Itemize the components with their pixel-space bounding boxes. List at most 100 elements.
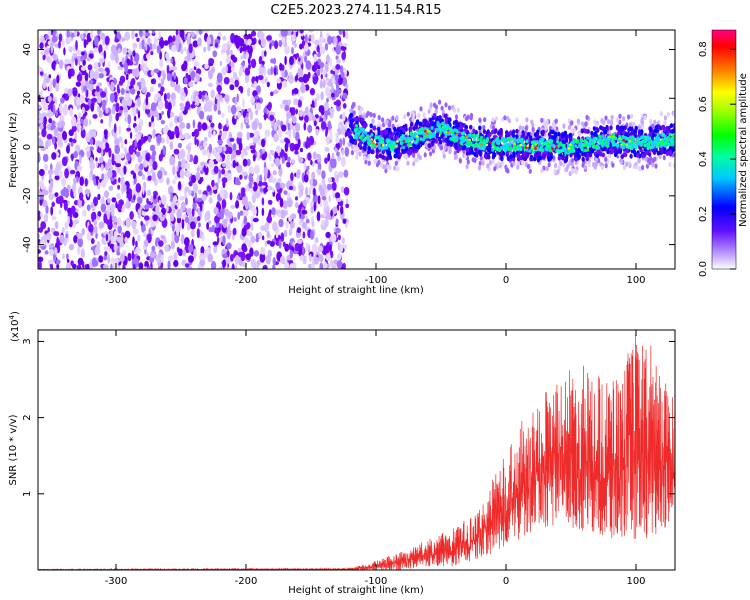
signal-core-blob bbox=[533, 152, 538, 158]
signal-core-blob bbox=[470, 150, 474, 155]
signal-peak-blob bbox=[461, 135, 465, 139]
noise-blob bbox=[241, 227, 247, 237]
noise-blob bbox=[104, 142, 110, 153]
signal-halo-blob bbox=[638, 166, 642, 172]
noise-blob bbox=[231, 263, 235, 269]
noise-blob bbox=[193, 155, 199, 165]
noise-blob bbox=[293, 87, 299, 95]
noise-blob bbox=[239, 210, 244, 216]
noise-blob bbox=[152, 214, 158, 222]
noise-blob bbox=[203, 103, 209, 113]
signal-halo-blob bbox=[571, 168, 575, 174]
signal-core-blob bbox=[554, 133, 558, 139]
noise-blob bbox=[97, 67, 104, 73]
noise-blob bbox=[95, 160, 99, 168]
noise-blob bbox=[263, 112, 267, 121]
noise-blob bbox=[250, 30, 257, 37]
noise-blob bbox=[311, 243, 318, 254]
noise-blob bbox=[203, 30, 210, 33]
noise-blob bbox=[221, 99, 224, 104]
noise-blob bbox=[289, 124, 295, 130]
signal-core-blob bbox=[613, 152, 618, 158]
noise-blob bbox=[207, 253, 213, 263]
noise-blob bbox=[287, 192, 291, 199]
noise-blob bbox=[303, 256, 307, 262]
noise-blob bbox=[178, 160, 182, 168]
signal-halo-blob bbox=[544, 125, 548, 131]
noise-blob bbox=[135, 84, 138, 92]
noise-blob bbox=[91, 97, 98, 103]
signal-core-blob bbox=[443, 113, 448, 119]
noise-blob bbox=[67, 207, 73, 214]
signal-core-blob bbox=[595, 153, 600, 159]
signal-halo-blob bbox=[628, 122, 633, 128]
noise-blob bbox=[326, 183, 332, 191]
noise-blob bbox=[149, 158, 153, 167]
noise-blob bbox=[200, 246, 205, 256]
noise-blob bbox=[345, 203, 350, 209]
noise-blob bbox=[115, 113, 119, 122]
signal-core-blob bbox=[402, 127, 406, 133]
noise-blob bbox=[201, 122, 208, 131]
noise-blob bbox=[292, 185, 296, 192]
noise-blob bbox=[305, 60, 312, 70]
noise-blob bbox=[158, 251, 162, 259]
noise-blob bbox=[42, 102, 49, 112]
noise-blob bbox=[44, 42, 48, 48]
chart-title: C2E5.2023.274.11.54.R15 bbox=[270, 3, 441, 18]
noise-blob bbox=[125, 73, 129, 81]
signal-halo-blob bbox=[412, 161, 416, 167]
noise-blob bbox=[277, 178, 281, 184]
signal-halo-blob bbox=[503, 115, 507, 121]
noise-blob bbox=[119, 169, 125, 177]
noise-blob bbox=[331, 79, 336, 84]
signal-core-blob bbox=[492, 134, 497, 140]
noise-blob bbox=[196, 139, 199, 147]
noise-blob bbox=[334, 75, 338, 86]
noise-blob bbox=[113, 49, 119, 57]
signal-core-blob bbox=[609, 125, 613, 131]
noise-blob bbox=[267, 199, 273, 205]
noise-blob bbox=[169, 121, 173, 128]
noise-blob bbox=[261, 60, 265, 65]
noise-blob bbox=[114, 54, 119, 64]
signal-halo-blob bbox=[607, 119, 611, 125]
noise-blob bbox=[269, 42, 272, 50]
signal-core-blob bbox=[590, 148, 595, 154]
noise-blob bbox=[298, 57, 301, 62]
signal-core-blob bbox=[418, 122, 422, 127]
signal-core-blob bbox=[625, 148, 629, 154]
noise-blob bbox=[320, 91, 324, 101]
noise-blob bbox=[196, 197, 203, 203]
signal-halo-blob bbox=[386, 164, 390, 170]
noise-blob bbox=[137, 144, 142, 151]
noise-blob bbox=[308, 186, 311, 197]
noise-blob bbox=[94, 246, 101, 256]
noise-blob bbox=[60, 97, 65, 104]
noise-blob bbox=[305, 242, 309, 252]
noise-blob bbox=[281, 156, 285, 164]
noise-blob bbox=[148, 121, 152, 128]
noise-blob bbox=[314, 256, 319, 265]
noise-blob bbox=[326, 97, 329, 103]
noise-blob bbox=[68, 137, 73, 143]
noise-blob bbox=[286, 111, 292, 120]
noise-blob bbox=[344, 146, 350, 157]
noise-blob bbox=[137, 196, 143, 204]
noise-blob bbox=[90, 202, 95, 209]
noise-blob bbox=[272, 187, 275, 193]
signal-peak-blob bbox=[531, 150, 535, 155]
signal-halo-blob bbox=[491, 124, 496, 131]
noise-blob bbox=[136, 90, 141, 96]
noise-blob bbox=[277, 195, 282, 201]
noise-blob bbox=[50, 41, 55, 46]
noise-blob bbox=[289, 249, 293, 259]
noise-blob bbox=[88, 79, 94, 85]
noise-blob bbox=[48, 118, 53, 124]
signal-halo-blob bbox=[395, 115, 399, 121]
noise-blob bbox=[310, 201, 314, 208]
noise-blob bbox=[139, 163, 144, 171]
signal-core-blob bbox=[356, 117, 361, 123]
noise-blob bbox=[41, 36, 45, 45]
noise-blob bbox=[202, 149, 207, 156]
